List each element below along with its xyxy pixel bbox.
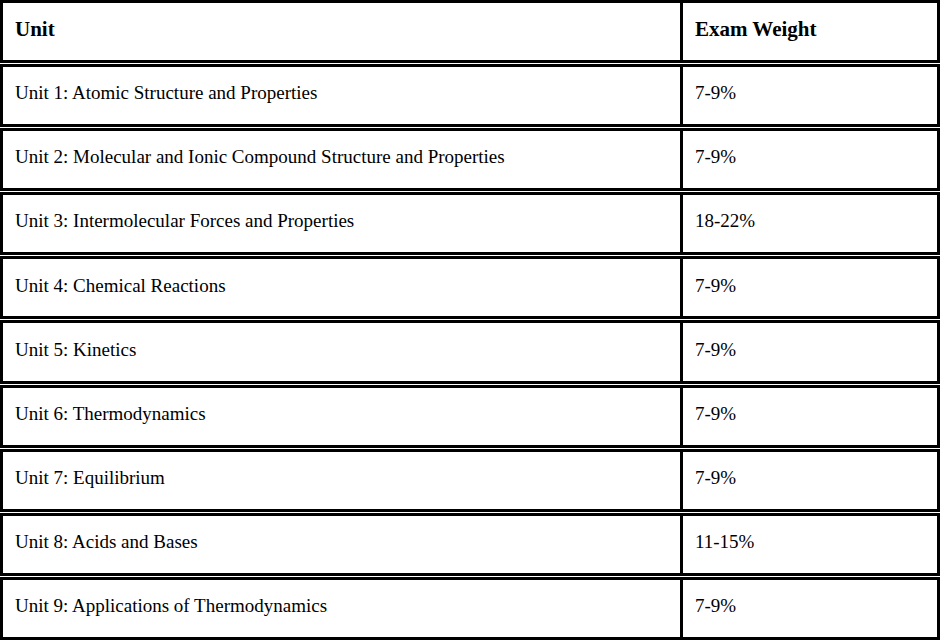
exam-weight-table: Unit Exam Weight Unit 1: Atomic Structur…: [0, 0, 940, 640]
table-row-unit-5: Unit 5: Kinetics 7-9%: [0, 320, 940, 383]
cell-exam-weight: 7-9%: [683, 580, 937, 637]
cell-exam-weight: 7-9%: [683, 131, 937, 188]
table-row-unit-2: Unit 2: Molecular and Ionic Compound Str…: [0, 128, 940, 191]
cell-exam-weight: 7-9%: [683, 388, 937, 445]
cell-unit-name: Unit 5: Kinetics: [3, 323, 683, 380]
cell-unit-name: Unit 9: Applications of Thermodynamics: [3, 580, 683, 637]
table-row-unit-3: Unit 3: Intermolecular Forces and Proper…: [0, 192, 940, 255]
cell-exam-weight: 7-9%: [683, 452, 937, 509]
table-row-unit-4: Unit 4: Chemical Reactions 7-9%: [0, 256, 940, 319]
cell-unit-name: Unit 2: Molecular and Ionic Compound Str…: [3, 131, 683, 188]
cell-exam-weight: 7-9%: [683, 67, 937, 124]
table-row-unit-9: Unit 9: Applications of Thermodynamics 7…: [0, 577, 940, 640]
table-header-row: Unit Exam Weight: [0, 0, 940, 63]
header-cell-unit: Unit: [3, 3, 683, 60]
cell-unit-name: Unit 4: Chemical Reactions: [3, 259, 683, 316]
cell-exam-weight: 7-9%: [683, 259, 937, 316]
table-row-unit-6: Unit 6: Thermodynamics 7-9%: [0, 385, 940, 448]
table-row-unit-7: Unit 7: Equilibrium 7-9%: [0, 449, 940, 512]
cell-exam-weight: 18-22%: [683, 195, 937, 252]
cell-unit-name: Unit 3: Intermolecular Forces and Proper…: [3, 195, 683, 252]
cell-unit-name: Unit 6: Thermodynamics: [3, 388, 683, 445]
table-row-unit-8: Unit 8: Acids and Bases 11-15%: [0, 513, 940, 576]
cell-exam-weight: 7-9%: [683, 323, 937, 380]
header-cell-exam-weight: Exam Weight: [683, 3, 937, 60]
cell-exam-weight: 11-15%: [683, 516, 937, 573]
cell-unit-name: Unit 8: Acids and Bases: [3, 516, 683, 573]
table-row-unit-1: Unit 1: Atomic Structure and Properties …: [0, 64, 940, 127]
cell-unit-name: Unit 7: Equilibrium: [3, 452, 683, 509]
cell-unit-name: Unit 1: Atomic Structure and Properties: [3, 67, 683, 124]
